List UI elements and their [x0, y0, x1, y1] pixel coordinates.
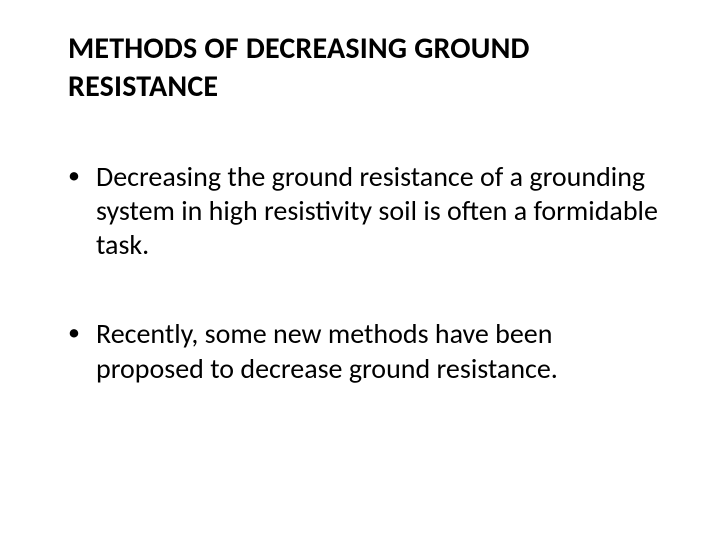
slide: METHODS OF DECREASING GROUND RESISTANCE … — [0, 0, 720, 540]
slide-title: METHODS OF DECREASING GROUND RESISTANCE — [68, 30, 668, 105]
list-item: Recently, some new methods have been pro… — [68, 317, 660, 385]
bullet-list: Decreasing the ground resistance of a gr… — [40, 160, 680, 386]
list-item: Decreasing the ground resistance of a gr… — [68, 160, 660, 262]
